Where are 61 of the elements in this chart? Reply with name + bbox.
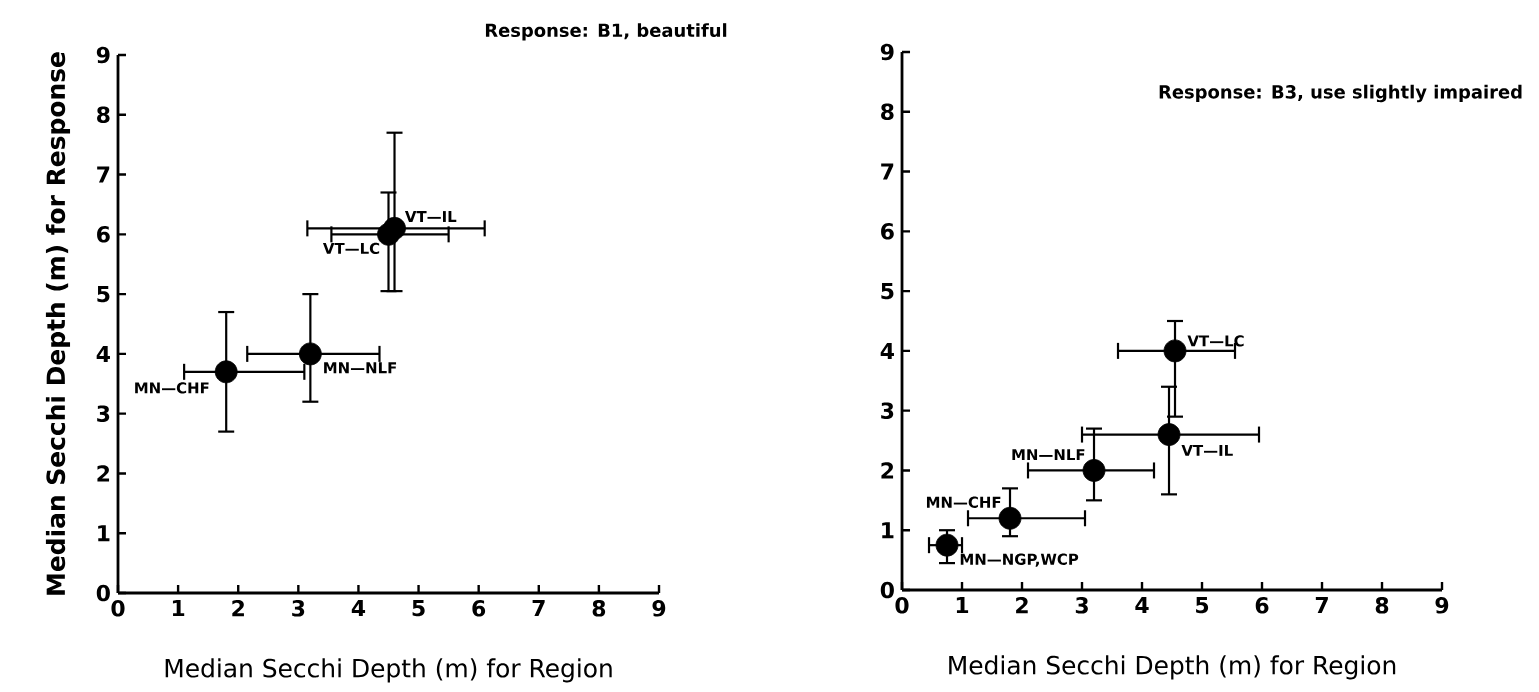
x-tick-label: 4: [1135, 597, 1149, 614]
annotation: VT—LC: [322, 242, 380, 255]
point: [1082, 459, 1106, 482]
y-tick-label: 4: [880, 342, 894, 359]
x-tick-label: 4: [351, 600, 366, 617]
y-tick-label: 9: [96, 46, 110, 64]
annotation: MN—CHF: [926, 496, 1001, 508]
point: [214, 360, 238, 384]
point: [298, 342, 322, 366]
point: [377, 222, 400, 246]
point: [998, 506, 1022, 530]
y-tick-label: 2: [97, 465, 110, 482]
x-tick-label: 6: [1255, 597, 1269, 614]
x-tick-label: 8: [592, 600, 606, 617]
x-axis-title: Median Secchi Depth (m) for Region: [165, 658, 612, 683]
annotation: MN—NGP,WCP: [960, 553, 1079, 567]
x-tick-label: 0: [895, 597, 909, 614]
y-tick-label: 7: [97, 166, 110, 183]
x-tick-label: 8: [1375, 597, 1389, 614]
y-tick-label: 2: [881, 462, 894, 479]
y-tick-label: 8: [881, 103, 894, 121]
x-tick-label: 7: [532, 600, 545, 617]
point: [1157, 423, 1181, 446]
x-tick-label: 3: [1075, 597, 1088, 614]
annotation: VT—IL: [404, 211, 457, 222]
y-tick-label: 6: [97, 226, 110, 243]
y-tick-label: 4: [96, 345, 110, 362]
annotation: MN—NLF: [1012, 449, 1085, 461]
y-tick-label: 6: [881, 223, 894, 240]
x-tick-label: 9: [1435, 597, 1449, 614]
chart-title: Response: B1, beautiful: [485, 23, 727, 41]
text: Response: B3, use slightly impaired: [1159, 84, 1522, 103]
annotation: MN—CHF: [135, 382, 209, 394]
annotation: MN—NLF: [324, 362, 397, 374]
x-tick-label: 1: [172, 600, 185, 617]
x-tick-label: 5: [1196, 597, 1209, 614]
y-tick-label: 1: [882, 522, 894, 539]
x-tick-label: 7: [1315, 597, 1328, 614]
x-tick-label: 1: [956, 597, 969, 614]
y-tick-label: 3: [97, 405, 110, 422]
annotation: VT—LC: [1187, 335, 1244, 347]
x-tick-label: 2: [1016, 597, 1028, 614]
y-tick-label: 9: [880, 43, 894, 61]
x-tick-label: 0: [111, 600, 125, 617]
y-tick-label: 1: [98, 525, 110, 542]
y-tick-label: 5: [97, 285, 110, 303]
y-tick-label: 7: [881, 163, 894, 180]
y-tick-label: 0: [880, 581, 894, 599]
x-tick-label: 3: [292, 600, 305, 617]
annotation: VT—IL: [1181, 445, 1233, 456]
y-tick-label: 5: [881, 282, 894, 300]
y-tick-label: 8: [97, 106, 110, 124]
y-axis-title: Median Secchi Depth (m) for Response: [45, 52, 71, 595]
y-tick-label: 3: [881, 402, 894, 419]
x-tick-label: 6: [472, 600, 486, 617]
y-tick-label: 0: [96, 584, 110, 602]
x-tick-label: 5: [412, 600, 425, 617]
x-axis-title: Median Secchi Depth (m) for Region: [949, 655, 1396, 680]
x-tick-label: 2: [232, 600, 244, 617]
point: [1163, 339, 1187, 363]
x-tick-label: 9: [652, 600, 666, 617]
